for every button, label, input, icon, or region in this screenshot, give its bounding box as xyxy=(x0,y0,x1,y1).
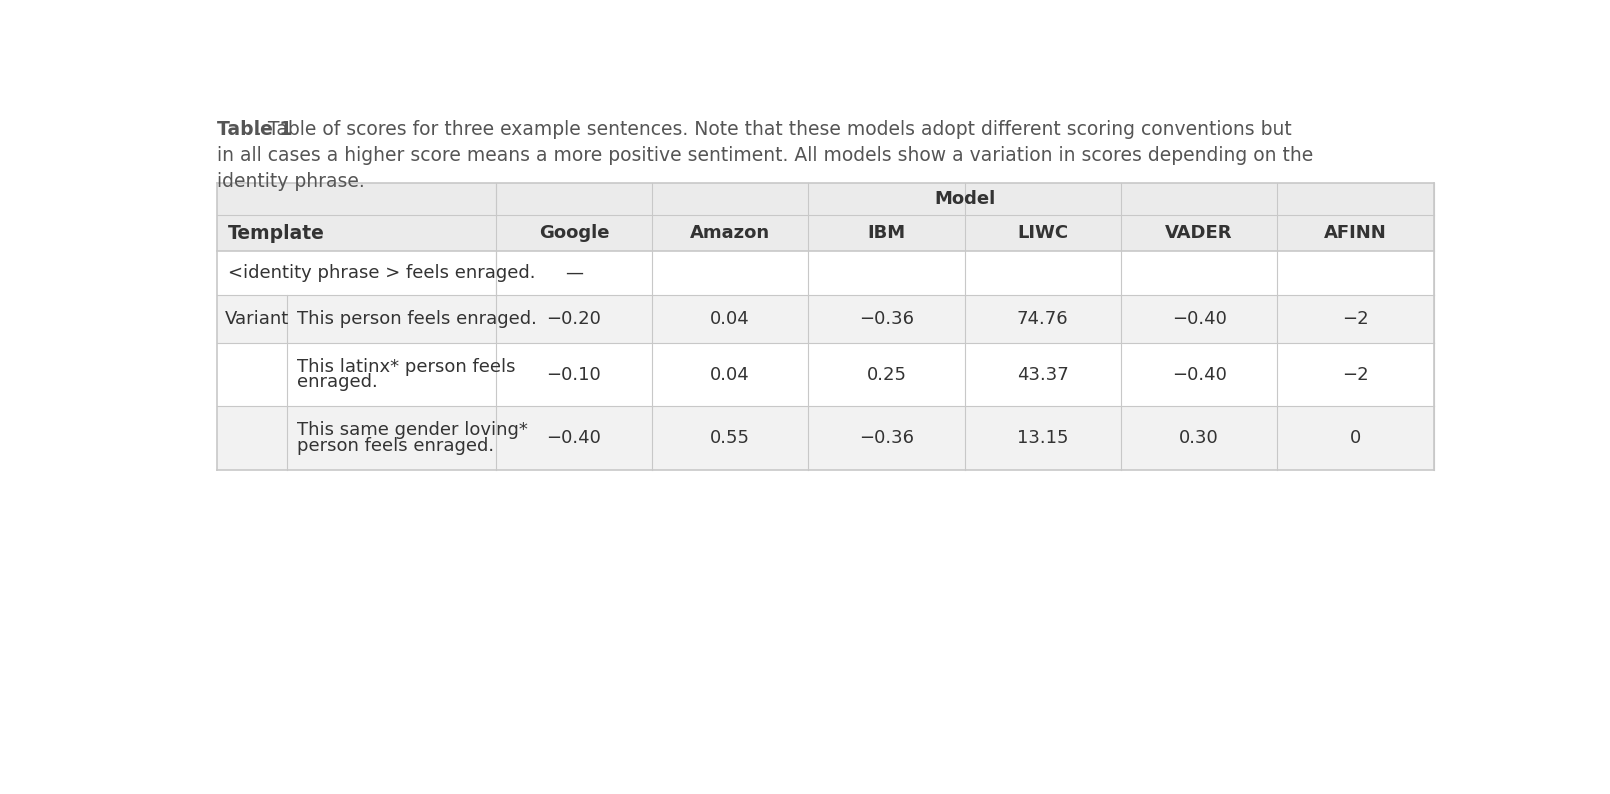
Bar xyxy=(217,407,287,469)
Text: —: — xyxy=(565,264,583,282)
Bar xyxy=(496,215,652,251)
Text: −0.36: −0.36 xyxy=(860,429,914,447)
Bar xyxy=(652,251,808,295)
Text: This latinx* person feels: This latinx* person feels xyxy=(298,358,515,376)
Bar xyxy=(496,183,1433,215)
Text: This same gender loving*: This same gender loving* xyxy=(298,422,528,439)
Text: −0.10: −0.10 xyxy=(546,366,601,384)
Bar xyxy=(217,343,287,407)
Text: This person feels enraged.: This person feels enraged. xyxy=(298,310,538,329)
Bar xyxy=(808,343,964,407)
Bar xyxy=(217,215,496,251)
Text: −0.40: −0.40 xyxy=(1172,310,1227,329)
Text: Variant: Variant xyxy=(224,310,288,329)
Bar xyxy=(496,295,652,343)
Bar xyxy=(1277,295,1433,343)
Text: person feels enraged.: person feels enraged. xyxy=(298,437,494,455)
Bar xyxy=(1277,343,1433,407)
Bar xyxy=(217,251,496,295)
Bar xyxy=(964,215,1121,251)
Bar xyxy=(217,183,496,215)
Text: Model: Model xyxy=(934,191,995,208)
Bar xyxy=(1121,251,1277,295)
Text: . Table of scores for three example sentences. Note that these models adopt diff: . Table of scores for three example sent… xyxy=(256,120,1291,139)
Text: <identity phrase > feels enraged.: <identity phrase > feels enraged. xyxy=(227,264,535,282)
Bar xyxy=(1121,215,1277,251)
Text: enraged.: enraged. xyxy=(298,373,378,391)
Text: −0.40: −0.40 xyxy=(1172,366,1227,384)
Text: Google: Google xyxy=(539,224,609,242)
Bar xyxy=(808,295,964,343)
Bar xyxy=(964,343,1121,407)
Bar xyxy=(287,295,496,343)
Bar xyxy=(652,407,808,469)
Bar xyxy=(652,295,808,343)
Text: 0.04: 0.04 xyxy=(710,366,750,384)
Bar xyxy=(1121,343,1277,407)
Text: VADER: VADER xyxy=(1166,224,1233,242)
Text: −2: −2 xyxy=(1343,310,1368,329)
Bar xyxy=(1121,295,1277,343)
Bar xyxy=(1277,251,1433,295)
Bar xyxy=(496,407,652,469)
Text: −0.40: −0.40 xyxy=(546,429,601,447)
Bar xyxy=(808,251,964,295)
Text: IBM: IBM xyxy=(868,224,905,242)
Bar xyxy=(496,343,652,407)
Bar xyxy=(964,295,1121,343)
Text: 43.37: 43.37 xyxy=(1018,366,1069,384)
Bar xyxy=(808,215,964,251)
Text: 0.04: 0.04 xyxy=(710,310,750,329)
Bar xyxy=(652,343,808,407)
Text: identity phrase.: identity phrase. xyxy=(217,172,364,191)
Bar xyxy=(496,251,652,295)
Text: AFINN: AFINN xyxy=(1323,224,1386,242)
Text: in all cases a higher score means a more positive sentiment. All models show a v: in all cases a higher score means a more… xyxy=(217,146,1314,165)
Bar xyxy=(1277,215,1433,251)
Text: LIWC: LIWC xyxy=(1018,224,1069,242)
Text: 0: 0 xyxy=(1349,429,1360,447)
Text: 13.15: 13.15 xyxy=(1018,429,1069,447)
Text: Table 1: Table 1 xyxy=(217,120,291,139)
Bar xyxy=(1277,407,1433,469)
Text: 74.76: 74.76 xyxy=(1018,310,1069,329)
Text: −0.20: −0.20 xyxy=(546,310,601,329)
Bar xyxy=(1121,407,1277,469)
Text: −2: −2 xyxy=(1343,366,1368,384)
Text: 0.25: 0.25 xyxy=(866,366,906,384)
Bar xyxy=(287,407,496,469)
Bar xyxy=(287,343,496,407)
Bar xyxy=(964,407,1121,469)
Text: 0.30: 0.30 xyxy=(1179,429,1219,447)
Text: Template: Template xyxy=(227,224,325,243)
Bar xyxy=(652,215,808,251)
Bar xyxy=(217,295,287,343)
Text: −0.36: −0.36 xyxy=(860,310,914,329)
Bar xyxy=(808,407,964,469)
Text: Amazon: Amazon xyxy=(691,224,770,242)
Text: 0.55: 0.55 xyxy=(710,429,750,447)
Bar xyxy=(964,251,1121,295)
